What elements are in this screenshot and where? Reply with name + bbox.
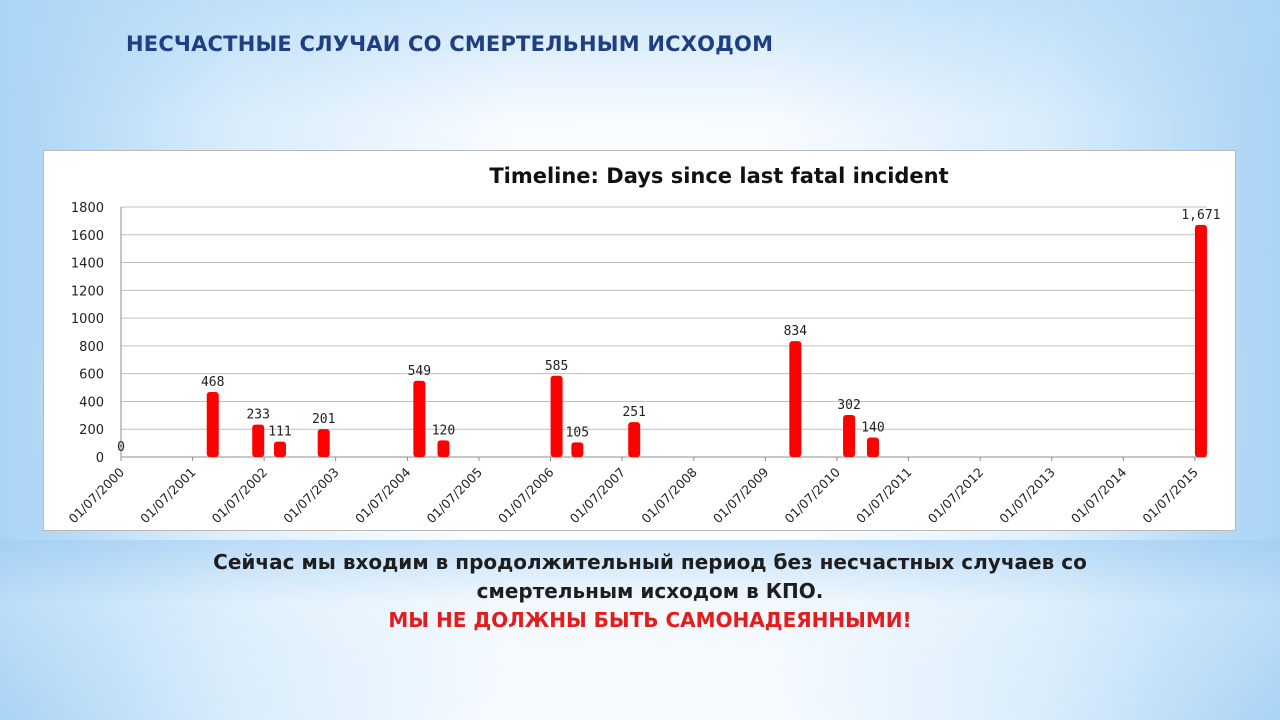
bar <box>628 422 641 457</box>
x-tick-label: 01/07/2011 <box>853 465 915 527</box>
data-label: 0 <box>117 440 125 455</box>
bar <box>317 429 330 457</box>
x-tick-label: 01/07/2003 <box>280 465 342 527</box>
x-tick-label: 01/07/2004 <box>352 464 414 526</box>
x-tick-label: 01/07/2010 <box>781 464 843 526</box>
bar <box>571 442 584 457</box>
warning-text: МЫ НЕ ДОЛЖНЫ БЫТЬ САМОНАДЕЯННЫМИ! <box>388 608 912 632</box>
x-tick-label: 01/07/2000 <box>66 464 128 526</box>
bar <box>550 375 563 457</box>
bar <box>843 415 856 457</box>
bar <box>206 392 219 457</box>
bar <box>1194 224 1207 457</box>
x-tick-label: 01/07/2007 <box>567 465 629 527</box>
data-label: 585 <box>545 359 568 374</box>
bar <box>866 437 879 457</box>
y-tick-label: 1800 <box>71 201 104 216</box>
background-top-band <box>0 0 1280 120</box>
message-block: Сейчас мы входим в продолжительный перио… <box>150 548 1150 635</box>
data-label: 251 <box>622 405 645 420</box>
y-tick-label: 1600 <box>71 229 104 244</box>
bar <box>789 341 802 457</box>
y-tick-label: 800 <box>79 340 104 355</box>
data-label: 201 <box>312 412 335 427</box>
x-tick-label: 01/07/2001 <box>137 465 199 527</box>
y-tick-label: 1200 <box>71 284 104 299</box>
x-tick-label: 01/07/2002 <box>209 465 271 527</box>
message-line-1: Сейчас мы входим в продолжительный перио… <box>213 550 1087 574</box>
x-tick-label: 01/07/2013 <box>996 465 1058 527</box>
y-tick-label: 600 <box>79 368 104 383</box>
data-label: 549 <box>408 364 431 379</box>
bar <box>252 424 265 457</box>
x-tick-label: 01/07/2008 <box>638 464 700 526</box>
y-tick-label: 400 <box>79 395 104 410</box>
data-label: 233 <box>246 408 269 423</box>
y-tick-label: 0 <box>96 451 104 466</box>
y-tick-label: 1400 <box>71 257 104 272</box>
y-tick-label: 1000 <box>71 312 104 327</box>
background-bottom-band <box>0 540 1280 720</box>
x-tick-label: 01/07/2006 <box>495 464 557 526</box>
chart-title: Timeline: Days since last fatal incident <box>489 164 948 188</box>
x-tick-label: 01/07/2012 <box>925 465 987 527</box>
slide-title: НЕСЧАСТНЫЕ СЛУЧАИ СО СМЕРТЕЛЬНЫМ ИСХОДОМ <box>126 32 774 56</box>
data-label: 120 <box>432 423 455 438</box>
x-tick-label: 01/07/2015 <box>1139 465 1201 527</box>
data-label: 302 <box>837 398 860 413</box>
bar <box>437 440 450 457</box>
data-label: 111 <box>268 425 291 440</box>
y-tick-label: 200 <box>79 423 104 438</box>
data-label: 468 <box>201 375 224 390</box>
bar <box>413 380 426 457</box>
x-tick-label: 01/07/2009 <box>710 464 772 526</box>
x-tick-label: 01/07/2014 <box>1068 464 1130 526</box>
x-tick-label: 01/07/2005 <box>424 465 486 527</box>
bar <box>273 441 286 457</box>
chart-panel: Timeline: Days since last fatal incident… <box>43 150 1236 531</box>
data-label: 834 <box>784 324 808 339</box>
message-line-2: смертельным исходом в КПО. <box>476 579 824 603</box>
data-label: 1,671 <box>1181 208 1220 223</box>
timeline-chart: Timeline: Days since last fatal incident… <box>66 164 1221 527</box>
data-label: 105 <box>566 425 589 440</box>
data-label: 140 <box>861 421 884 436</box>
